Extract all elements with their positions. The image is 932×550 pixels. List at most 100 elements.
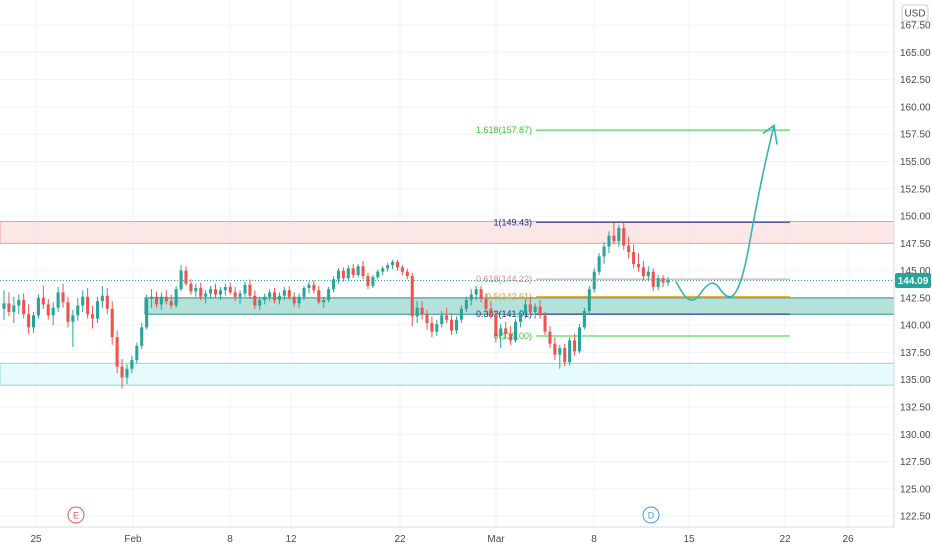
- candle-body: [509, 333, 513, 341]
- candle-body: [287, 290, 291, 297]
- fib-label: 0.5(142.61): [486, 292, 532, 302]
- price-tick-label: 147.50: [900, 239, 931, 250]
- last-price-label: 144.09: [898, 276, 929, 287]
- projection-curve[interactable]: [675, 125, 775, 301]
- candle-body: [632, 252, 636, 265]
- candle-body: [425, 314, 429, 323]
- candle-body: [563, 348, 567, 363]
- candle-body: [602, 246, 606, 257]
- candle-body: [612, 235, 616, 242]
- event-marker-label: D: [648, 511, 655, 521]
- time-tick-label: 12: [285, 534, 297, 545]
- time-tick-label: Mar: [487, 534, 505, 545]
- candle-body: [518, 313, 522, 322]
- candle-body: [641, 267, 645, 277]
- candle-body: [297, 296, 301, 304]
- candle-body: [174, 289, 178, 306]
- candle-body: [587, 289, 591, 311]
- candle-body: [336, 270, 340, 280]
- candle-body: [164, 296, 168, 302]
- candle-body: [351, 268, 355, 275]
- projection-layer[interactable]: [675, 124, 778, 301]
- candle-body: [105, 295, 109, 309]
- time-axis[interactable]: 25 Feb 8 12 22 Mar 8 15 22 26: [0, 526, 894, 545]
- candle-body: [528, 304, 532, 313]
- candle-body: [661, 278, 665, 283]
- candle-body: [410, 276, 414, 317]
- candle-body: [636, 264, 641, 268]
- candle-body: [184, 270, 188, 284]
- price-tick-label: 160.00: [900, 102, 931, 113]
- candle-body: [381, 268, 385, 272]
- candle-body: [651, 271, 655, 287]
- price-axis[interactable]: 167.50 165.00 162.50 160.00 157.50 155.00 152.…: [893, 0, 931, 527]
- candle-body: [627, 245, 631, 253]
- candle-body: [135, 345, 139, 361]
- candle-body: [140, 327, 144, 346]
- candle-body: [31, 315, 36, 328]
- candle-body: [76, 305, 80, 316]
- candle-body: [12, 305, 16, 313]
- event-marker-circle[interactable]: [642, 506, 660, 524]
- candle-body: [523, 304, 527, 314]
- grid-lines: [0, 0, 894, 527]
- candle-body: [194, 288, 198, 292]
- candle-body: [322, 300, 326, 303]
- time-tick-label: 22: [779, 534, 791, 545]
- candle-body: [617, 228, 621, 242]
- support-zone[interactable]: [0, 362, 895, 386]
- candle-body: [307, 284, 311, 289]
- candle-body: [607, 235, 611, 247]
- candle-body: [272, 292, 277, 301]
- candle-body: [277, 295, 281, 301]
- candle-body: [27, 314, 31, 328]
- price-tick-label: 150.00: [900, 212, 931, 223]
- price-tick-label: 135.00: [900, 375, 931, 386]
- price-tick-label: 145.00: [900, 266, 931, 277]
- event-marker-label: E: [73, 511, 79, 521]
- candle-body: [430, 322, 434, 332]
- candle-body: [17, 300, 21, 306]
- candle-body: [145, 298, 149, 328]
- candle-body: [415, 307, 419, 317]
- candle-body: [130, 360, 134, 369]
- candle-body: [86, 296, 90, 315]
- last-price-tag[interactable]: [895, 273, 931, 289]
- price-tick-label: 132.50: [900, 402, 931, 413]
- candle-body: [189, 283, 193, 292]
- candle-body: [199, 288, 203, 297]
- candle-body: [159, 296, 163, 305]
- candle-body: [7, 303, 11, 313]
- candle-body: [317, 290, 321, 303]
- price-tick-label: 157.50: [900, 130, 931, 141]
- candle-body: [459, 308, 463, 320]
- price-tick-label: 155.00: [900, 157, 931, 168]
- currency-label: USD: [904, 9, 925, 20]
- candle-body: [125, 368, 129, 378]
- resistance-zone[interactable]: [0, 220, 895, 244]
- candle-body: [91, 314, 95, 319]
- candle-body: [243, 284, 247, 294]
- candle-body: [391, 261, 395, 266]
- candle-body: [95, 301, 99, 319]
- candle-body: [61, 292, 65, 303]
- candle-body: [568, 340, 572, 363]
- candle-body: [376, 271, 380, 278]
- currency-box[interactable]: [901, 4, 929, 22]
- fib-label: 1(149.43): [493, 217, 532, 227]
- fib-label: 0.382(141.01): [476, 309, 532, 319]
- candle-body: [356, 266, 360, 275]
- candle-body: [292, 296, 296, 304]
- time-tick-label: Feb: [124, 534, 142, 545]
- price-tick-label: 167.50: [900, 21, 931, 32]
- candle-body: [386, 265, 390, 269]
- candle-body: [312, 284, 316, 291]
- candle-body: [548, 331, 552, 344]
- candle-body: [100, 295, 104, 302]
- candle-body: [366, 276, 370, 286]
- event-marker-circle[interactable]: [67, 506, 85, 524]
- time-tick-label: 26: [842, 534, 854, 545]
